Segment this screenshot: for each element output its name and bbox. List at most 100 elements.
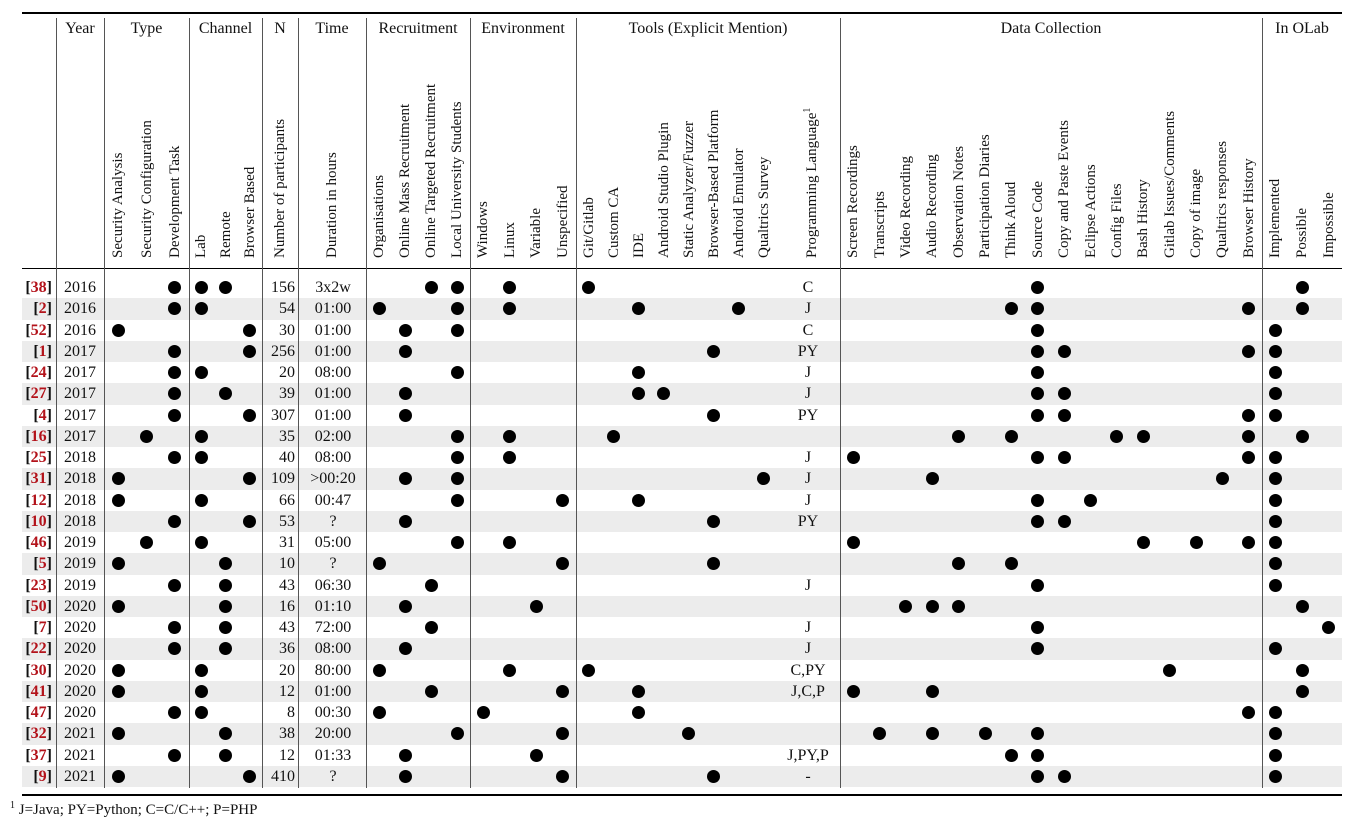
dot-mark-variable [529, 748, 543, 762]
dot-mark-remote [219, 557, 232, 571]
column-divider [1262, 18, 1263, 788]
dot-mark-mass [398, 323, 412, 337]
dot-mark-bash [1136, 429, 1150, 443]
column-header-lab: Lab [193, 235, 209, 258]
duration-cell: 01:00 [314, 342, 352, 360]
column-header-local: Local University Students [449, 101, 465, 258]
column-label: Gitlab Issues/Comments [1161, 110, 1178, 258]
dot-mark-think [1004, 429, 1018, 443]
year-cell: 2016 [64, 279, 96, 296]
dot-mark-sc [140, 429, 153, 443]
dot-mark-impl [1268, 514, 1282, 528]
dot-mark-impl [1268, 366, 1282, 379]
reference-number: 38 [30, 279, 47, 296]
column-header-source: Source Code [1030, 181, 1046, 258]
participants-cell: 38 [279, 725, 295, 743]
column-header-possible: Possible [1294, 208, 1310, 258]
dot-mark-impl [1268, 451, 1282, 464]
dot-mark-local [450, 366, 464, 379]
language-cell: J [804, 385, 812, 403]
dot-mark-targeted [424, 621, 438, 634]
column-divider [56, 18, 57, 788]
dot-mark-dev [168, 281, 182, 294]
reference-cell: [2] [33, 300, 52, 318]
reference-number: 47 [30, 704, 47, 721]
dot-mark-sa [111, 769, 125, 783]
dot-mark-think [1004, 748, 1018, 762]
dot-mark-source [1031, 302, 1045, 316]
year-cell: 2018 [64, 449, 96, 466]
dot-mark-unspec [556, 684, 570, 698]
dot-mark-unspec [556, 557, 570, 571]
dot-mark-dev [168, 344, 182, 358]
dot-mark-config [1110, 429, 1124, 443]
dot-mark-linux [503, 536, 517, 549]
column-header-impossible: Impossible [1321, 192, 1337, 258]
dot-mark-impl [1268, 323, 1282, 337]
column-header-impl: Implemented [1267, 179, 1283, 258]
column-label: Participation Diaries [977, 134, 994, 258]
participants-cell: 20 [279, 364, 295, 381]
language-cell: C [802, 279, 814, 296]
table-row [22, 490, 1342, 511]
dot-mark-impl [1268, 727, 1282, 741]
table-row [22, 765, 1342, 787]
duration-cell: 72:00 [314, 619, 352, 636]
dot-mark-mass [398, 344, 412, 358]
bottom-rule [22, 794, 1342, 796]
year-cell: 2019 [64, 576, 96, 594]
reference-number: 32 [30, 725, 47, 743]
duration-cell: ? [329, 512, 337, 530]
reference-cell: [27] [25, 385, 52, 403]
dot-mark-think [1004, 302, 1018, 316]
column-label: Copy and Paste Events [1056, 120, 1073, 258]
column-divider [189, 18, 190, 788]
reference-number: 25 [30, 449, 47, 466]
dot-mark-obs [952, 599, 966, 613]
column-header-remote: Remote [218, 211, 234, 258]
dot-mark-unspec [556, 769, 570, 783]
footnote: 1 J=Java; PY=Python; C=C/C++; P=PHP [10, 800, 257, 819]
duration-cell: 02:00 [314, 427, 352, 445]
reference-number: 22 [30, 640, 47, 658]
dot-mark-remote [219, 281, 232, 294]
column-header-browser: Browser Based [242, 167, 258, 258]
column-label: Observation Notes [950, 145, 967, 258]
column-label: Lab [193, 234, 210, 258]
language-cell: J [804, 300, 812, 318]
column-label: IDE [630, 233, 647, 258]
dot-mark-remote [219, 642, 232, 656]
reference-number: 5 [38, 555, 47, 573]
dot-mark-remote [219, 578, 232, 592]
reference-number: 31 [30, 470, 47, 488]
dot-mark-bhist [1242, 451, 1256, 464]
table-row [22, 680, 1342, 702]
dot-mark-lab [194, 536, 208, 549]
dot-mark-local [450, 727, 464, 741]
column-label: Config Files [1108, 183, 1125, 258]
year-cell: 2019 [64, 534, 96, 551]
dot-mark-dev [168, 366, 182, 379]
dot-mark-source [1031, 451, 1045, 464]
dot-mark-bhist [1242, 429, 1256, 443]
reference-cell: [23] [25, 576, 52, 594]
header-rule [22, 268, 1342, 269]
dot-mark-audio [925, 684, 939, 698]
column-header-ide: IDE [631, 233, 647, 258]
column-divider [840, 18, 841, 788]
column-header-bash: Bash History [1135, 179, 1151, 258]
column-label: Online Mass Recruitment [397, 103, 413, 258]
dot-mark-mass [398, 769, 412, 783]
column-header-lang: Programming Language1 [800, 108, 820, 258]
dot-mark-diaries [978, 727, 992, 741]
dot-mark-linux [503, 429, 517, 443]
column-header-screen: Screen Recordings [845, 145, 861, 258]
dot-mark-audio [925, 599, 939, 613]
reference-cell: [16] [25, 427, 52, 445]
column-label: Development Task [166, 145, 183, 258]
column-header-bbp: Browser-Based Platform [706, 110, 722, 258]
dot-mark-local [450, 451, 464, 464]
reference-number: 1 [38, 342, 47, 360]
dot-mark-lab [194, 684, 208, 698]
column-label: Windows [475, 201, 492, 258]
